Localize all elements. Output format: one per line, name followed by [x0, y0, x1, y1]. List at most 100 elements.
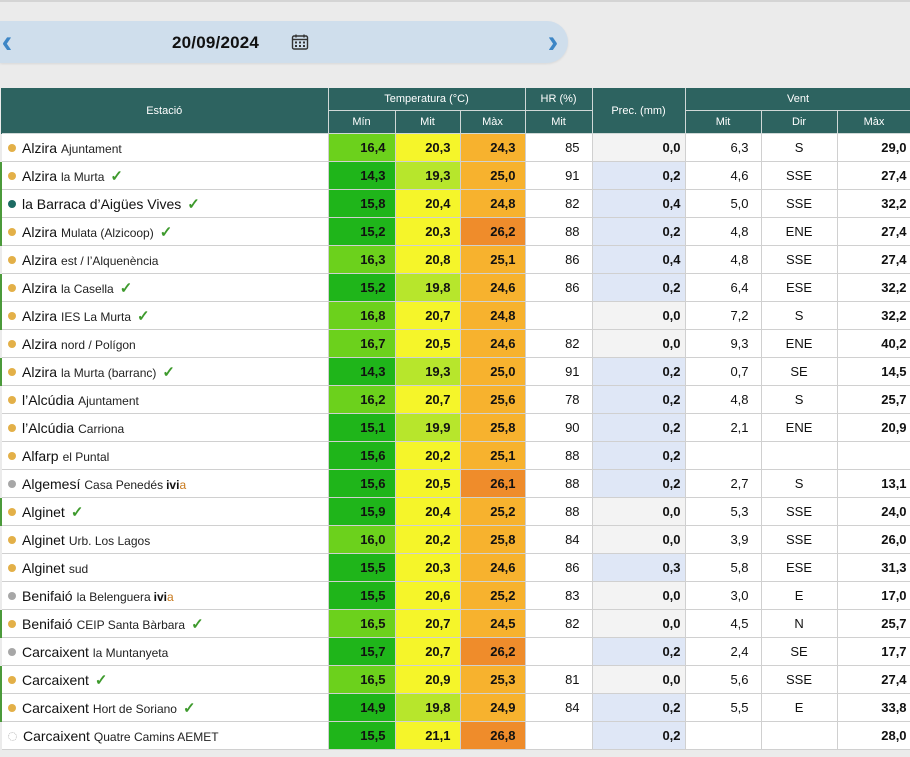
station-name[interactable]: Alginet: [22, 503, 65, 520]
header-temp-mit[interactable]: Mit: [395, 110, 461, 134]
header-temp-min[interactable]: Mín: [328, 110, 396, 134]
station-name[interactable]: Alzira: [22, 363, 58, 380]
header-hr-mit[interactable]: Mit: [525, 110, 593, 134]
station-cell[interactable]: Alzira Mulata (Alzicoop) ✓: [0, 217, 329, 246]
station-cell[interactable]: Alzira est / l’Alquenència: [1, 245, 329, 274]
temp-mit-cell: 21,1: [395, 721, 461, 750]
station-cell[interactable]: l’Alcúdia Carriona: [1, 413, 329, 442]
station-name[interactable]: Benifaió: [22, 615, 73, 632]
hr-mit-cell: 88: [525, 469, 593, 498]
temp-mit-cell: 20,2: [395, 441, 461, 470]
station-location[interactable]: Hort de Soriano: [92, 701, 177, 716]
station-cell[interactable]: Alfarp el Puntal: [1, 441, 329, 470]
station-cell[interactable]: l’Alcúdia Ajuntament: [1, 385, 329, 414]
station-cell[interactable]: Alginet sud: [1, 553, 329, 582]
station-name[interactable]: Alzira: [22, 139, 58, 156]
vent-mit-cell: 2,4: [685, 637, 762, 666]
station-cell[interactable]: Alzira la Murta ✓: [0, 161, 329, 190]
temp-mit-cell: 19,9: [395, 413, 461, 442]
station-cell[interactable]: Alzira la Murta (barranc) ✓: [0, 357, 329, 386]
station-status-dot: [8, 508, 16, 517]
station-location[interactable]: Quatre Camins AEMET: [93, 729, 219, 744]
station-name[interactable]: Algemesí: [22, 475, 81, 492]
station-name[interactable]: Alzira: [22, 335, 58, 352]
station-cell[interactable]: Benifaió CEIP Santa Bàrbara ✓: [0, 609, 329, 638]
temp-max-cell: 24,3: [460, 133, 526, 162]
next-day-button[interactable]: ›: [540, 22, 566, 60]
station-name[interactable]: Carcaixent: [23, 727, 90, 744]
prec-cell: 0,2: [592, 273, 686, 302]
station-name[interactable]: Alzira: [22, 223, 58, 240]
station-location[interactable]: Carriona: [78, 421, 125, 436]
station-cell[interactable]: Alginet Urb. Los Lagos: [1, 525, 329, 554]
station-name[interactable]: Alginet: [22, 559, 65, 576]
previous-day-button[interactable]: ‹: [0, 22, 20, 60]
table-row: Benifaió CEIP Santa Bàrbara ✓ 16,5 20,7 24,5 8…: [0, 609, 910, 638]
station-name[interactable]: Benifaió: [22, 587, 73, 604]
temp-max-cell: 25,1: [460, 441, 526, 470]
hr-mit-cell: [525, 637, 593, 666]
station-name[interactable]: Carcaixent: [22, 643, 89, 660]
station-cell[interactable]: Carcaixent Quatre Camins AEMET: [1, 721, 329, 750]
hr-mit-cell: 86: [525, 273, 593, 302]
header-temp-max[interactable]: Màx: [460, 110, 526, 134]
station-cell[interactable]: Carcaixent ✓: [0, 665, 329, 694]
station-location[interactable]: Casa Penedés: [84, 477, 164, 492]
station-location[interactable]: sud: [68, 561, 89, 576]
station-name[interactable]: Carcaixent: [22, 699, 89, 716]
vent-max-cell: 28,0: [837, 721, 910, 750]
station-cell[interactable]: Alzira la Casella ✓: [0, 273, 329, 302]
vent-mit-cell: [685, 721, 762, 750]
station-cell[interactable]: Carcaixent la Muntanyeta: [1, 637, 329, 666]
prec-cell: 0,4: [592, 189, 686, 218]
station-location[interactable]: la Murta: [61, 169, 105, 184]
station-cell[interactable]: Alzira Ajuntament: [1, 133, 329, 162]
station-location[interactable]: nord / Polígon: [61, 337, 136, 352]
vent-mit-cell: 5,5: [685, 693, 762, 722]
station-cell[interactable]: Alzira nord / Polígon: [1, 329, 329, 358]
station-location[interactable]: la Murta (barranc): [61, 365, 157, 380]
station-location[interactable]: Urb. Los Lagos: [68, 533, 151, 548]
header-vent-max[interactable]: Màx: [837, 110, 910, 134]
station-cell[interactable]: la Barraca d’Aigües Vives ✓: [0, 189, 329, 218]
station-location[interactable]: CEIP Santa Bàrbara: [76, 617, 186, 632]
station-name[interactable]: la Barraca d’Aigües Vives: [22, 195, 182, 212]
station-name[interactable]: l’Alcúdia: [22, 419, 75, 436]
header-vent-mit[interactable]: Mit: [685, 110, 762, 134]
calendar-icon[interactable]: [291, 33, 309, 51]
station-location[interactable]: est / l’Alquenència: [61, 253, 159, 268]
station-cell[interactable]: Alzira IES La Murta ✓: [0, 301, 329, 330]
station-name[interactable]: l’Alcúdia: [22, 391, 75, 408]
station-cell[interactable]: Algemesí Casa Penedés ivia: [1, 469, 329, 498]
header-estacio[interactable]: Estació: [1, 88, 329, 134]
station-cell[interactable]: Benifaió la Belenguera ivia: [1, 581, 329, 610]
temp-mit-cell: 20,5: [395, 469, 461, 498]
station-cell[interactable]: Alginet ✓: [0, 497, 329, 526]
station-cell[interactable]: Carcaixent Hort de Soriano ✓: [0, 693, 329, 722]
station-location[interactable]: Ajuntament: [78, 393, 139, 408]
hr-mit-cell: 82: [525, 609, 593, 638]
station-location[interactable]: Mulata (Alzicoop): [61, 225, 154, 240]
table-row: Alginet Urb. Los Lagos 16,0 20,2 25,8 84 0,0 3,…: [1, 525, 910, 554]
temp-max-cell: 25,8: [460, 525, 526, 554]
station-name[interactable]: Alfarp: [22, 447, 59, 464]
station-name[interactable]: Alzira: [22, 251, 58, 268]
station-location[interactable]: IES La Murta: [61, 309, 132, 324]
header-vent-dir[interactable]: Dir: [761, 110, 838, 134]
station-location[interactable]: la Casella: [61, 281, 114, 296]
temp-mit-cell: 20,2: [395, 525, 461, 554]
station-location[interactable]: el Puntal: [62, 449, 110, 464]
station-location[interactable]: la Belenguera: [76, 589, 151, 604]
station-name[interactable]: Carcaixent: [22, 671, 89, 688]
temp-min-cell: 14,3: [328, 161, 396, 190]
station-name[interactable]: Alginet: [22, 531, 65, 548]
station-name[interactable]: Alzira: [22, 307, 58, 324]
station-location[interactable]: la Muntanyeta: [92, 645, 169, 660]
verified-check-icon: ✓: [110, 167, 123, 185]
station-name[interactable]: Alzira: [22, 167, 58, 184]
selected-date[interactable]: 20/09/2024: [172, 33, 260, 52]
header-prec[interactable]: Prec. (mm): [592, 88, 686, 134]
station-name[interactable]: Alzira: [22, 279, 58, 296]
station-location[interactable]: Ajuntament: [61, 141, 122, 156]
vent-max-cell: 17,7: [837, 637, 910, 666]
